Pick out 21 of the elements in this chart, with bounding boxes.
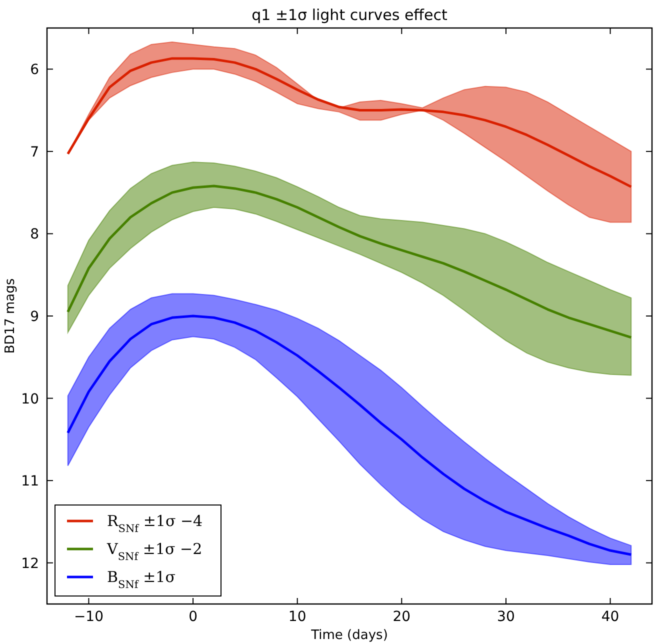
y-axis-title: BD17 mags	[3, 278, 18, 354]
legend-label: B$_{SNf}$ ±1σ	[107, 568, 176, 591]
y-tick-label: 9	[30, 309, 39, 325]
legend-label: R$_{SNf}$ ±1σ −4	[107, 512, 203, 535]
line-series	[66, 57, 632, 188]
x-tick-label: 20	[392, 609, 411, 625]
line-series	[66, 184, 632, 339]
chart-title: q1 ±1σ light curves effect	[252, 6, 448, 24]
x-tick-label: 0	[188, 609, 198, 625]
x-axis-title: Time (days)	[310, 628, 388, 643]
legend-label: V$_{SNf}$ ±1σ −2	[106, 540, 202, 563]
x-tick-label: 10	[288, 609, 306, 625]
y-tick-label: 7	[30, 144, 39, 160]
y-tick-label: 8	[30, 226, 39, 243]
y-tick-label: 11	[21, 474, 39, 490]
x-tick-label: 40	[601, 609, 620, 625]
y-tick-label: 6	[30, 62, 40, 78]
x-tick-label: −10	[74, 609, 104, 625]
y-tick-label: 10	[21, 391, 39, 408]
x-tick-label: 30	[497, 609, 515, 625]
y-tick-label: 12	[21, 556, 39, 572]
